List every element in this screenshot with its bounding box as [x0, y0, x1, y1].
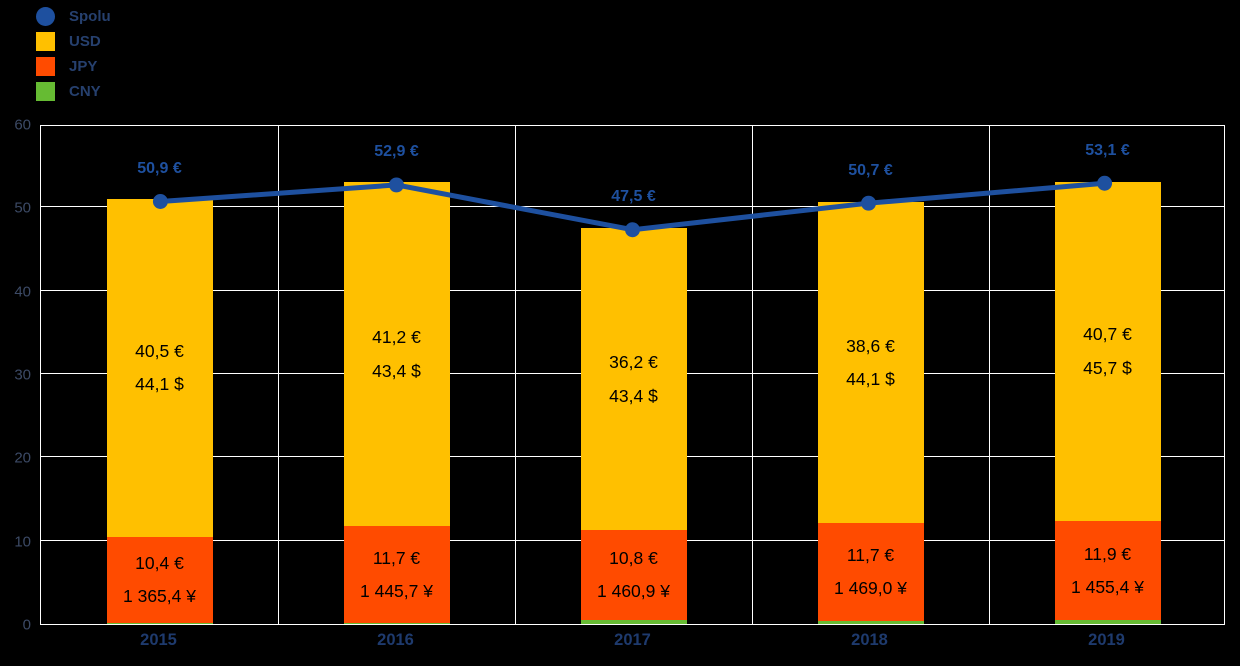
bar-segment-cny: [817, 620, 924, 624]
bar-label-jpy-eur: 10,4 €: [135, 553, 184, 574]
legend: Spolu USD JPY CNY: [36, 6, 111, 101]
legend-marker-square-icon: [36, 56, 55, 76]
y-axis: 0 10 20 30 40 50 60: [0, 117, 33, 634]
y-tick-label: 30: [14, 366, 31, 384]
bar-segment-usd: 38,6 € 44,1 $: [817, 201, 924, 524]
bar-label-usd-native: 45,7 $: [1083, 357, 1132, 378]
legend-item-usd: USD: [36, 31, 111, 51]
legend-marker-square-icon: [36, 81, 55, 101]
bar-label-jpy-native: 1 460,9 ¥: [597, 581, 670, 602]
bar-2018: 11,7 € 1 469,0 ¥ 38,6 € 44,1 $: [817, 201, 924, 624]
bar-segment-cny: [580, 619, 687, 624]
line-data-label: 52,9 €: [374, 143, 419, 161]
bar-2017: 10,8 € 1 460,9 ¥ 36,2 € 43,4 $: [580, 228, 687, 624]
bar-label-jpy-native: 1 445,7 ¥: [360, 580, 433, 601]
gridline-horizontal: [41, 206, 1224, 208]
bar-segment-cny: [1054, 619, 1161, 624]
bar-segment-jpy: 10,8 € 1 460,9 ¥: [580, 529, 687, 620]
bar-segment-cny: [343, 623, 450, 624]
legend-marker-square-icon: [36, 31, 55, 51]
legend-item-cny: CNY: [36, 81, 111, 101]
bar-segment-jpy: 11,7 € 1 469,0 ¥: [817, 523, 924, 621]
bar-label-usd-eur: 40,5 €: [135, 341, 184, 362]
bar-label-jpy-eur: 11,9 €: [1083, 543, 1132, 564]
x-tick-label-2019: 2019: [1088, 631, 1125, 649]
y-tick-label: 50: [14, 199, 31, 217]
x-tick-label-2015: 2015: [140, 631, 177, 649]
bar-label-usd-native: 44,1 $: [135, 374, 184, 395]
bar-label-jpy-native: 1 455,4 ¥: [1071, 576, 1144, 597]
bar-2015: 10,4 € 1 365,4 ¥ 40,5 € 44,1 $: [106, 199, 213, 624]
bar-segment-cny: [106, 623, 213, 624]
bar-label-usd-eur: 38,6 €: [846, 335, 895, 356]
bar-label-jpy-eur: 11,7 €: [846, 545, 895, 566]
legend-item-total: Spolu: [36, 6, 111, 26]
bar-segment-usd: 40,7 € 45,7 $: [1054, 181, 1161, 521]
bar-segment-jpy: 11,7 € 1 445,7 ¥: [343, 525, 450, 624]
x-tick-label-2018: 2018: [851, 631, 888, 649]
line-data-label: 50,7 €: [848, 161, 893, 179]
y-tick-label: 40: [14, 283, 31, 301]
bar-label-usd-native: 43,4 $: [609, 385, 658, 406]
bar-label-usd-native: 43,4 $: [372, 360, 421, 381]
plot-area: 10,4 € 1 365,4 ¥ 40,5 € 44,1 $ 11,7 € 1 445,7…: [40, 125, 1225, 625]
line-data-label: 53,1 €: [1085, 141, 1130, 159]
gridline-vertical: [989, 126, 990, 624]
bar-segment-jpy: 10,4 € 1 365,4 ¥: [106, 536, 213, 624]
bar-segment-jpy: 11,9 € 1 455,4 ¥: [1054, 520, 1161, 620]
y-tick-label: 10: [14, 533, 31, 551]
bar-2019: 11,9 € 1 455,4 ¥ 40,7 € 45,7 $: [1054, 181, 1161, 624]
y-tick-label: 60: [14, 116, 31, 134]
bar-label-usd-eur: 40,7 €: [1083, 324, 1132, 345]
y-tick-label: 0: [22, 616, 31, 634]
legend-label-total: Spolu: [69, 7, 111, 25]
x-tick-label-2017: 2017: [614, 631, 651, 649]
legend-marker-circle-icon: [36, 6, 55, 26]
line-data-label: 50,9 €: [137, 159, 182, 177]
gridline-vertical: [752, 126, 753, 624]
bar-label-jpy-native: 1 469,0 ¥: [834, 578, 907, 599]
y-tick-label: 20: [14, 449, 31, 467]
gridline-vertical: [515, 126, 516, 624]
line-data-label: 47,5 €: [611, 188, 656, 206]
legend-label-cny: CNY: [69, 82, 101, 100]
bar-label-jpy-eur: 10,8 €: [609, 548, 658, 569]
bar-label-jpy-eur: 11,7 €: [372, 547, 421, 568]
bar-segment-usd: 36,2 € 43,4 $: [580, 228, 687, 530]
bar-label-usd-eur: 36,2 €: [609, 352, 658, 373]
legend-label-usd: USD: [69, 32, 101, 50]
gridline-vertical: [278, 126, 279, 624]
bar-segment-usd: 40,5 € 44,1 $: [106, 199, 213, 537]
legend-item-jpy: JPY: [36, 56, 111, 76]
bar-label-jpy-native: 1 365,4 ¥: [123, 586, 196, 607]
bar-label-usd-eur: 41,2 €: [372, 327, 421, 348]
bar-segment-usd: 41,2 € 43,4 $: [343, 182, 450, 526]
x-tick-label-2016: 2016: [377, 631, 414, 649]
legend-label-jpy: JPY: [69, 57, 98, 75]
bar-2016: 11,7 € 1 445,7 ¥ 41,2 € 43,4 $: [343, 182, 450, 624]
bar-label-usd-native: 44,1 $: [846, 368, 895, 389]
